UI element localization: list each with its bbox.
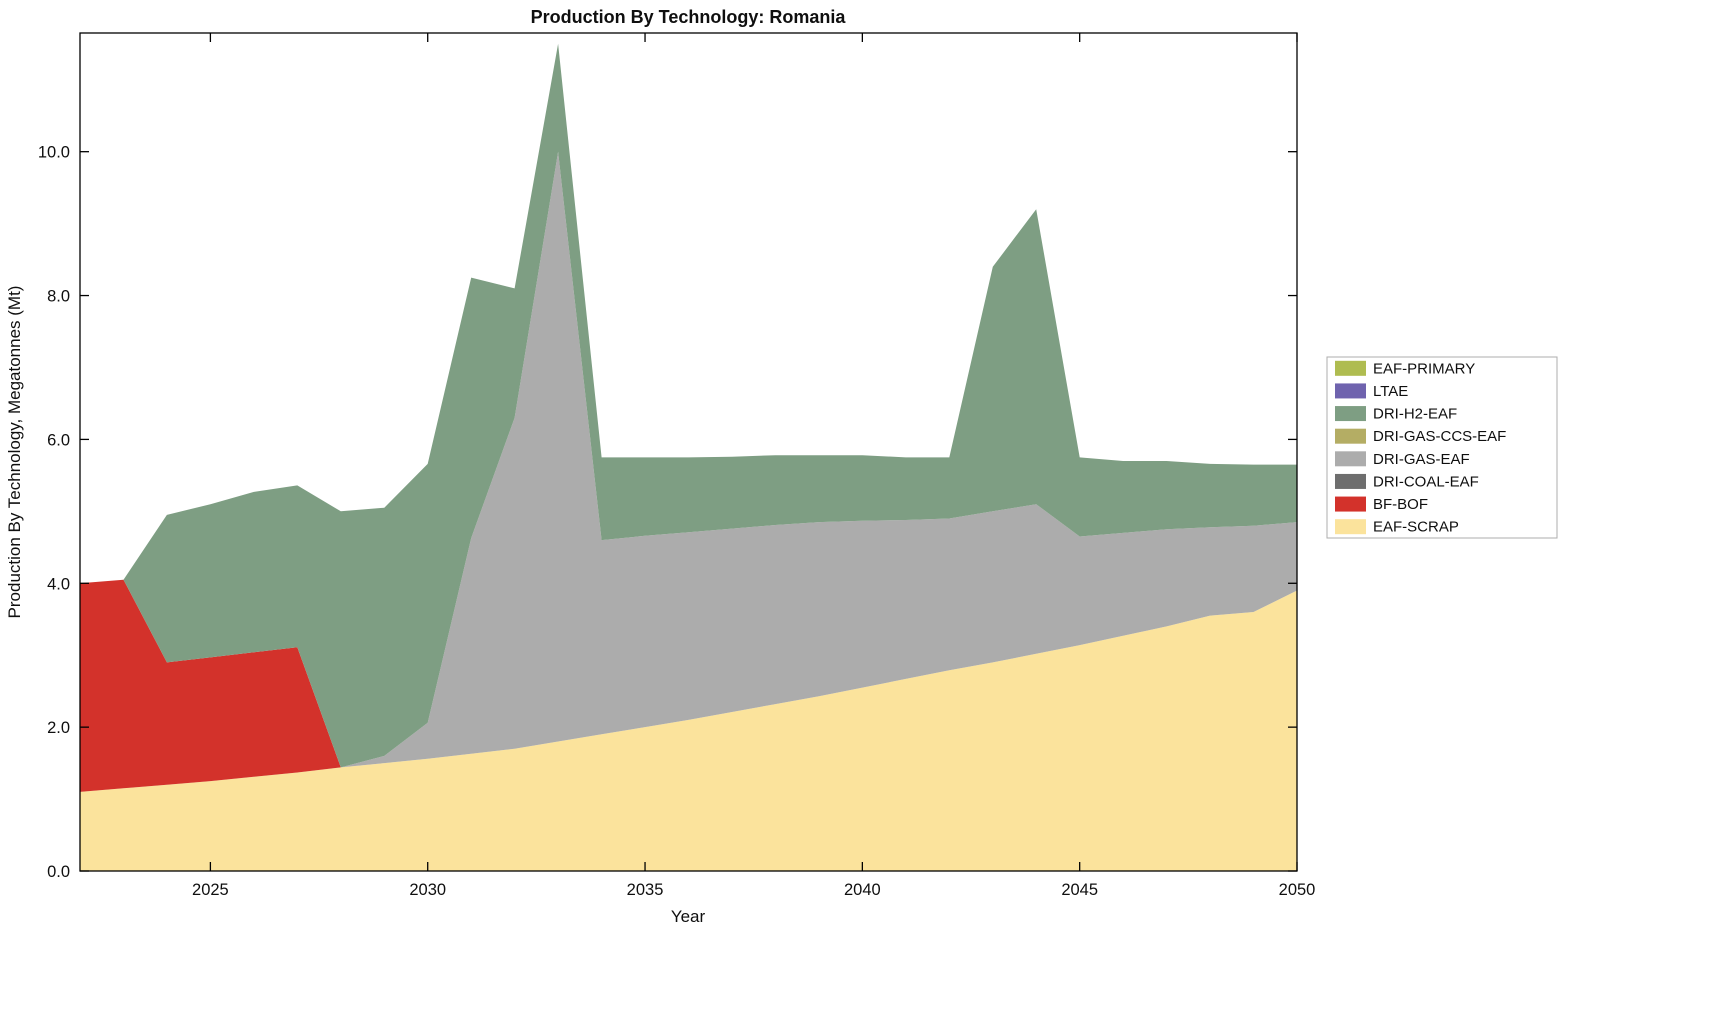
legend-label-dri-gas-ccs-eaf: DRI-GAS-CCS-EAF — [1373, 428, 1506, 445]
y-tick-label: 10.0 — [38, 144, 70, 162]
legend-label-bf-bof: BF-BOF — [1373, 496, 1428, 513]
legend-label-dri-coal-eaf: DRI-COAL-EAF — [1373, 473, 1479, 490]
y-axis-label: Production By Technology, Megatonnes (Mt… — [5, 286, 24, 619]
legend-label-eaf-primary: EAF-PRIMARY — [1373, 360, 1475, 377]
area-bf-bof — [80, 579, 1297, 792]
legend-swatch-dri-coal-eaf — [1335, 473, 1366, 489]
x-axis-label: Year — [671, 907, 706, 926]
x-tick-label: 2050 — [1279, 881, 1316, 899]
y-tick-label: 2.0 — [47, 719, 70, 737]
legend-swatch-eaf-scrap — [1335, 519, 1366, 535]
x-tick-label: 2030 — [409, 881, 446, 899]
area-eaf-scrap — [80, 590, 1297, 871]
y-tick-label: 4.0 — [47, 575, 70, 593]
y-tick-label: 0.0 — [47, 863, 70, 881]
legend-swatch-ltae — [1335, 383, 1366, 399]
legend-label-dri-gas-eaf: DRI-GAS-EAF — [1373, 451, 1470, 468]
x-tick-label: 2025 — [192, 881, 229, 899]
legend-swatch-eaf-primary — [1335, 360, 1366, 376]
y-tick-label: 8.0 — [47, 288, 70, 306]
area-dri-gas-eaf — [80, 151, 1297, 768]
legend-label-eaf-scrap: EAF-SCRAP — [1373, 519, 1459, 536]
x-tick-label: 2035 — [627, 881, 664, 899]
area-dri-h2-eaf — [80, 43, 1297, 768]
legend-label-dri-h2-eaf: DRI-H2-EAF — [1373, 406, 1457, 423]
chart-layer: 2025 2030 2035 2040 2045 2050 0.0 2.0 4.0 6.0 8.0 1… — [38, 32, 1558, 899]
x-tick-label: 2040 — [844, 881, 881, 899]
chart-title: Production By Technology: Romania — [531, 7, 847, 27]
legend-swatch-dri-gas-eaf — [1335, 451, 1366, 467]
legend-swatch-bf-bof — [1335, 496, 1366, 512]
y-tick-label: 6.0 — [47, 431, 70, 449]
legend-swatch-dri-gas-ccs-eaf — [1335, 428, 1366, 444]
axes-frame — [79, 32, 1298, 872]
legend-label-ltae: LTAE — [1373, 383, 1408, 400]
legend-swatch-dri-h2-eaf — [1335, 406, 1366, 422]
x-tick-label: 2045 — [1061, 881, 1098, 899]
